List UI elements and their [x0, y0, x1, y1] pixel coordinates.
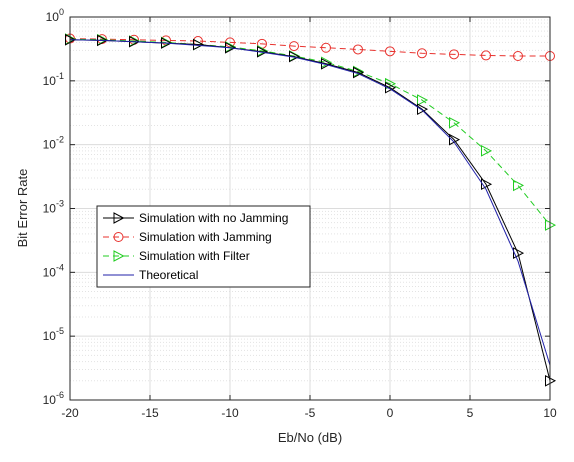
y-tick-base: 10	[43, 138, 57, 152]
y-tick-exponent: -3	[56, 199, 64, 209]
x-tick-label: -20	[61, 406, 79, 420]
x-tick-label: 0	[387, 406, 394, 420]
x-tick-label: -5	[305, 406, 316, 420]
legend-swatch-marker	[113, 232, 124, 242]
data-point-simulation-with-filter	[449, 116, 461, 129]
y-axis-label: Bit Error Rate	[15, 169, 30, 248]
data-point-simulation-with-filter	[417, 94, 429, 106]
legend: Simulation with no Jamming Simulation wit…	[96, 205, 311, 288]
legend-label: Simulation with Filter	[139, 249, 250, 263]
y-tick-label: 10-3	[43, 199, 64, 216]
data-point-simulation-with-no-jamming	[481, 178, 493, 191]
y-tick-exponent: 0	[59, 7, 64, 17]
y-tick-exponent: -2	[56, 135, 64, 145]
series-line-simulation-with-jamming	[69, 38, 550, 57]
series-line-theoretical	[69, 39, 551, 366]
data-point-simulation-with-jamming	[385, 46, 395, 57]
x-tick-label: 5	[467, 406, 474, 420]
data-point-simulation-with-filter	[513, 179, 525, 192]
legend-swatch-marker	[113, 212, 125, 224]
legend-entry-simulation-with-filter: Simulation with Filter	[103, 249, 250, 263]
y-tick-base: 10	[43, 329, 57, 343]
legend-entry-simulation-with-no-jamming: Simulation with no Jamming	[103, 211, 288, 225]
x-axis-label: Eb/No (dB)	[278, 430, 342, 445]
y-tick-base: 10	[43, 393, 57, 407]
y-tick-exponent: -4	[56, 262, 64, 272]
y-tick-exponent: -5	[56, 326, 64, 336]
data-point-simulation-with-no-jamming	[513, 247, 525, 259]
data-point-simulation-with-jamming	[481, 50, 491, 61]
data-point-simulation-with-jamming	[353, 44, 363, 55]
data-point-simulation-with-jamming	[513, 50, 523, 61]
x-axis-ticks: -20 -15 -10 -5 0 5 10	[61, 17, 557, 420]
x-tick-label: -15	[141, 406, 159, 420]
y-tick-base: 10	[43, 74, 57, 88]
series-simulation-with-jamming	[65, 33, 555, 61]
legend-label: Theoretical	[139, 268, 198, 282]
series-theoretical	[69, 39, 551, 366]
data-point-simulation-with-jamming	[417, 48, 427, 59]
y-tick-label: 10-5	[43, 326, 64, 343]
legend-entry-theoretical: Theoretical	[103, 268, 198, 282]
legend-box	[96, 205, 311, 288]
y-tick-exponent: -1	[56, 71, 64, 81]
data-point-simulation-with-no-jamming	[417, 103, 429, 115]
y-tick-label: 10-6	[43, 390, 64, 407]
legend-entries: Simulation with no Jamming Simulation wit…	[103, 211, 288, 282]
legend-label: Simulation with no Jamming	[139, 211, 288, 225]
y-tick-base: 10	[43, 265, 57, 279]
legend-label: Simulation with Jamming	[139, 230, 272, 244]
data-point-simulation-with-jamming	[449, 49, 459, 60]
y-tick-label: 10-1	[43, 71, 64, 88]
legend-entry-simulation-with-jamming: Simulation with Jamming	[103, 230, 272, 244]
data-point-simulation-with-no-jamming	[385, 81, 397, 94]
y-tick-base: 10	[43, 202, 57, 216]
x-tick-label: -10	[221, 406, 239, 420]
y-tick-exponent: -6	[56, 390, 64, 400]
data-point-simulation-with-jamming	[321, 42, 331, 53]
y-tick-label: 10-4	[43, 262, 64, 279]
y-tick-label: 100	[46, 7, 64, 24]
y-tick-base: 10	[46, 10, 60, 24]
x-tick-label: 10	[543, 406, 557, 420]
legend-swatch-marker	[113, 250, 125, 262]
series-line-simulation-with-filter	[69, 38, 551, 226]
data-point-simulation-with-jamming	[289, 41, 299, 52]
series-layer	[65, 33, 557, 387]
y-tick-label: 10-2	[43, 135, 64, 152]
data-point-simulation-with-filter	[481, 145, 493, 157]
